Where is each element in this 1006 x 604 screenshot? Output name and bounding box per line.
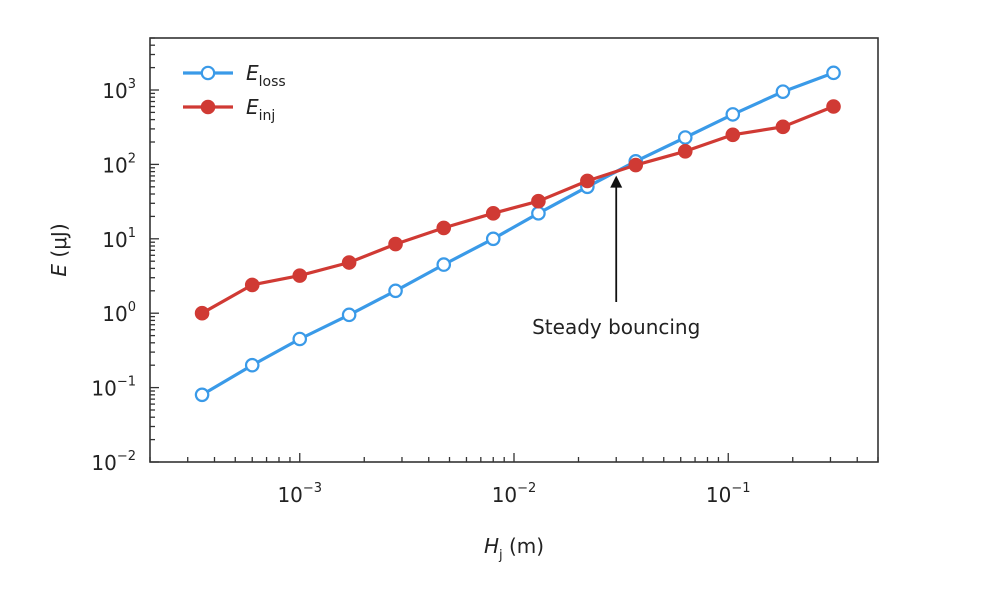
data-point-loss [777, 85, 789, 97]
data-point-inj [679, 145, 691, 157]
y-axis-label: E (μJ) [47, 223, 71, 276]
data-point-loss [727, 108, 739, 120]
x-tick-label: 10−3 [277, 481, 322, 507]
y-tick-label: 101 [102, 226, 136, 252]
legend-label-loss: Eloss [246, 61, 286, 90]
data-point-loss [438, 258, 450, 270]
data-point-inj [630, 159, 642, 171]
y-tick-label: 103 [102, 77, 136, 103]
y-tick-label: 10−2 [91, 449, 136, 475]
data-point-loss [196, 389, 208, 401]
x-axis-label: Hj (m) [484, 534, 544, 563]
data-point-loss [343, 309, 355, 321]
energy-chart: 10−3 10−2 10−1 10−2 10−1 100 101 102 103 Hj (m) E … [0, 0, 1006, 600]
data-point-inj [532, 195, 544, 207]
y-tick-label: 10−1 [91, 375, 136, 401]
data-point-loss [532, 207, 544, 219]
annotation-arrow-head [610, 176, 622, 188]
data-point-loss [389, 285, 401, 297]
data-point-inj [777, 121, 789, 133]
legend-marker-inj [202, 101, 214, 113]
y-tick-label: 102 [102, 151, 136, 177]
data-point-inj [389, 238, 401, 250]
data-point-inj [487, 207, 499, 219]
data-point-loss [827, 67, 839, 79]
x-tick-label: 10−1 [706, 481, 751, 507]
x-tick-label: 10−2 [492, 481, 537, 507]
plot-frame [150, 38, 878, 462]
data-point-loss [246, 359, 258, 371]
data-point-loss [679, 131, 691, 143]
data-point-inj [246, 279, 258, 291]
series-line-loss [202, 73, 833, 395]
data-point-inj [581, 175, 593, 187]
data-point-loss [294, 333, 306, 345]
annotation-text: Steady bouncing [532, 315, 700, 339]
legend-marker-loss [202, 67, 214, 79]
data-point-inj [827, 100, 839, 112]
data-point-inj [438, 222, 450, 234]
data-point-loss [487, 233, 499, 245]
data-point-inj [343, 256, 355, 268]
chart-container: 10−3 10−2 10−1 10−2 10−1 100 101 102 103 Hj (m) E … [0, 0, 1006, 600]
data-point-inj [196, 307, 208, 319]
data-point-inj [294, 269, 306, 281]
y-tick-label: 100 [102, 300, 136, 326]
data-point-inj [727, 129, 739, 141]
legend-label-inj: Einj [246, 95, 275, 124]
